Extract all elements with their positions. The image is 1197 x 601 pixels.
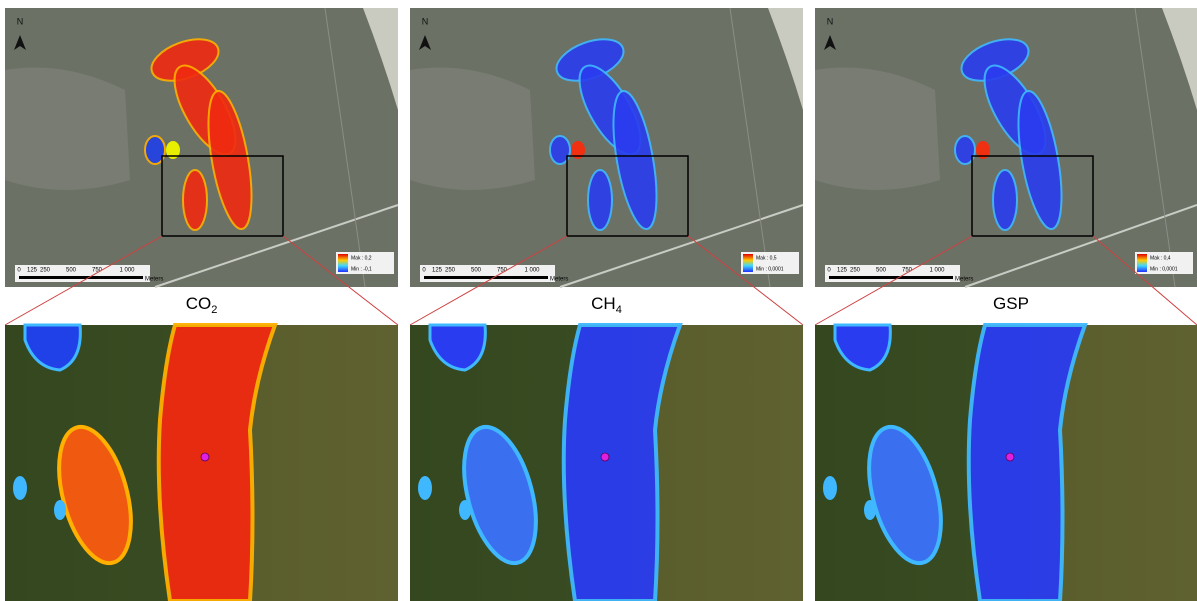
marsh xyxy=(410,68,535,191)
scale-tick-label: 1 000 xyxy=(119,268,135,274)
legend-ramp xyxy=(338,254,348,272)
scale-tick-label: 500 xyxy=(66,268,77,274)
signal-area xyxy=(588,170,612,230)
scale-tick-label: 250 xyxy=(445,268,456,274)
zoom-area xyxy=(864,500,876,520)
sample-point xyxy=(201,453,209,461)
signal-area xyxy=(993,170,1017,230)
scale-tick-label: 250 xyxy=(850,268,861,274)
scale-tick-label: 500 xyxy=(876,268,887,274)
zoom-area xyxy=(418,476,432,500)
scale-tick-label: 125 xyxy=(27,268,38,274)
label-text: CH xyxy=(591,294,616,313)
label-text: CO xyxy=(186,294,212,313)
label-subscript: 4 xyxy=(616,304,622,316)
marsh xyxy=(815,68,940,191)
legend-min: Min : 0,0001 xyxy=(756,266,784,272)
scale-unit: Meters xyxy=(955,277,973,283)
legend-ramp xyxy=(1137,254,1147,272)
scale-tick-label: 1 000 xyxy=(929,268,945,274)
legend-max: Mak : 0,2 xyxy=(351,255,372,261)
scale-tick-label: 125 xyxy=(837,268,848,274)
legend-max: Mak : 0,4 xyxy=(1150,255,1171,261)
scale-tick-label: 125 xyxy=(432,268,443,274)
legend-min: Min : 0,0001 xyxy=(1150,266,1178,272)
zoom-area xyxy=(459,500,471,520)
legend-ramp xyxy=(743,254,753,272)
label-subscript: 2 xyxy=(211,304,217,316)
scale-unit: Meters xyxy=(550,277,568,283)
scale-bar xyxy=(424,276,548,279)
panel-label: CO2 xyxy=(186,294,218,315)
legend-max: Mak : 0,5 xyxy=(756,255,777,261)
panel-label: GSP xyxy=(993,294,1029,313)
zoom-area xyxy=(13,476,27,500)
scale-bar xyxy=(19,276,143,279)
north-label: N xyxy=(422,16,429,26)
scale-unit: Meters xyxy=(145,277,163,283)
sample-point xyxy=(1006,453,1014,461)
legend-min: Min : -0,1 xyxy=(351,266,372,272)
scale-bar xyxy=(829,276,953,279)
zoom-area xyxy=(823,476,837,500)
label-text: GSP xyxy=(993,294,1029,313)
zoom-area xyxy=(54,500,66,520)
panel-label: CH4 xyxy=(591,294,622,315)
scale-tick-label: 500 xyxy=(471,268,482,274)
marsh xyxy=(5,68,130,191)
north-label: N xyxy=(827,16,834,26)
scale-tick-label: 250 xyxy=(40,268,51,274)
signal-area xyxy=(183,170,207,230)
scale-tick-label: 1 000 xyxy=(524,268,540,274)
north-label: N xyxy=(17,16,24,26)
sample-point xyxy=(601,453,609,461)
figure: N01252505007501 000MetersMak : 0,2Min : … xyxy=(0,0,1197,601)
